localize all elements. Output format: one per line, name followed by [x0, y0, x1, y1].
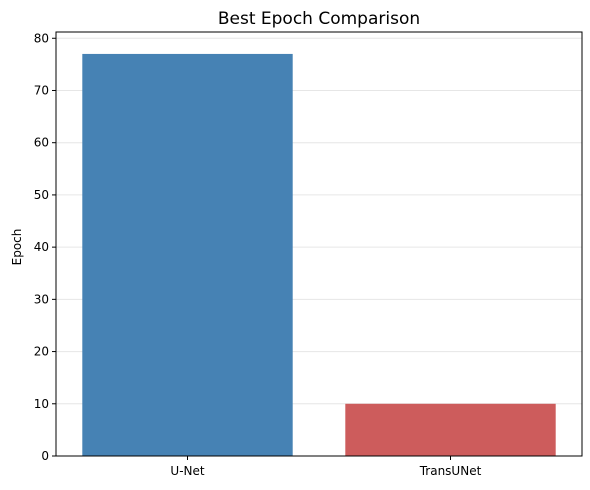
bar-transunet — [345, 403, 556, 456]
x-axis-ticks: U-Net TransUNet — [170, 456, 482, 478]
y-tick-label: 80 — [34, 31, 49, 45]
y-tick-label: 70 — [34, 83, 49, 97]
y-tick-label: 30 — [34, 292, 49, 306]
y-tick-label: 20 — [34, 345, 49, 359]
y-axis-ticks: 0 10 20 30 40 50 60 70 80 — [34, 31, 56, 463]
y-tick-label: 40 — [34, 240, 49, 254]
y-tick-label: 10 — [34, 397, 49, 411]
bar-u-net — [82, 53, 293, 457]
x-tick-label: TransUNet — [419, 464, 482, 478]
x-tick-label: U-Net — [170, 464, 204, 478]
y-axis-label: Epoch — [10, 229, 24, 266]
plot-frame — [55, 31, 583, 457]
bars — [82, 53, 556, 457]
chart-title: Best Epoch Comparison — [218, 9, 420, 29]
y-tick-label: 0 — [41, 449, 49, 463]
y-tick-label: 60 — [34, 136, 49, 150]
y-tick-label: 50 — [34, 188, 49, 202]
